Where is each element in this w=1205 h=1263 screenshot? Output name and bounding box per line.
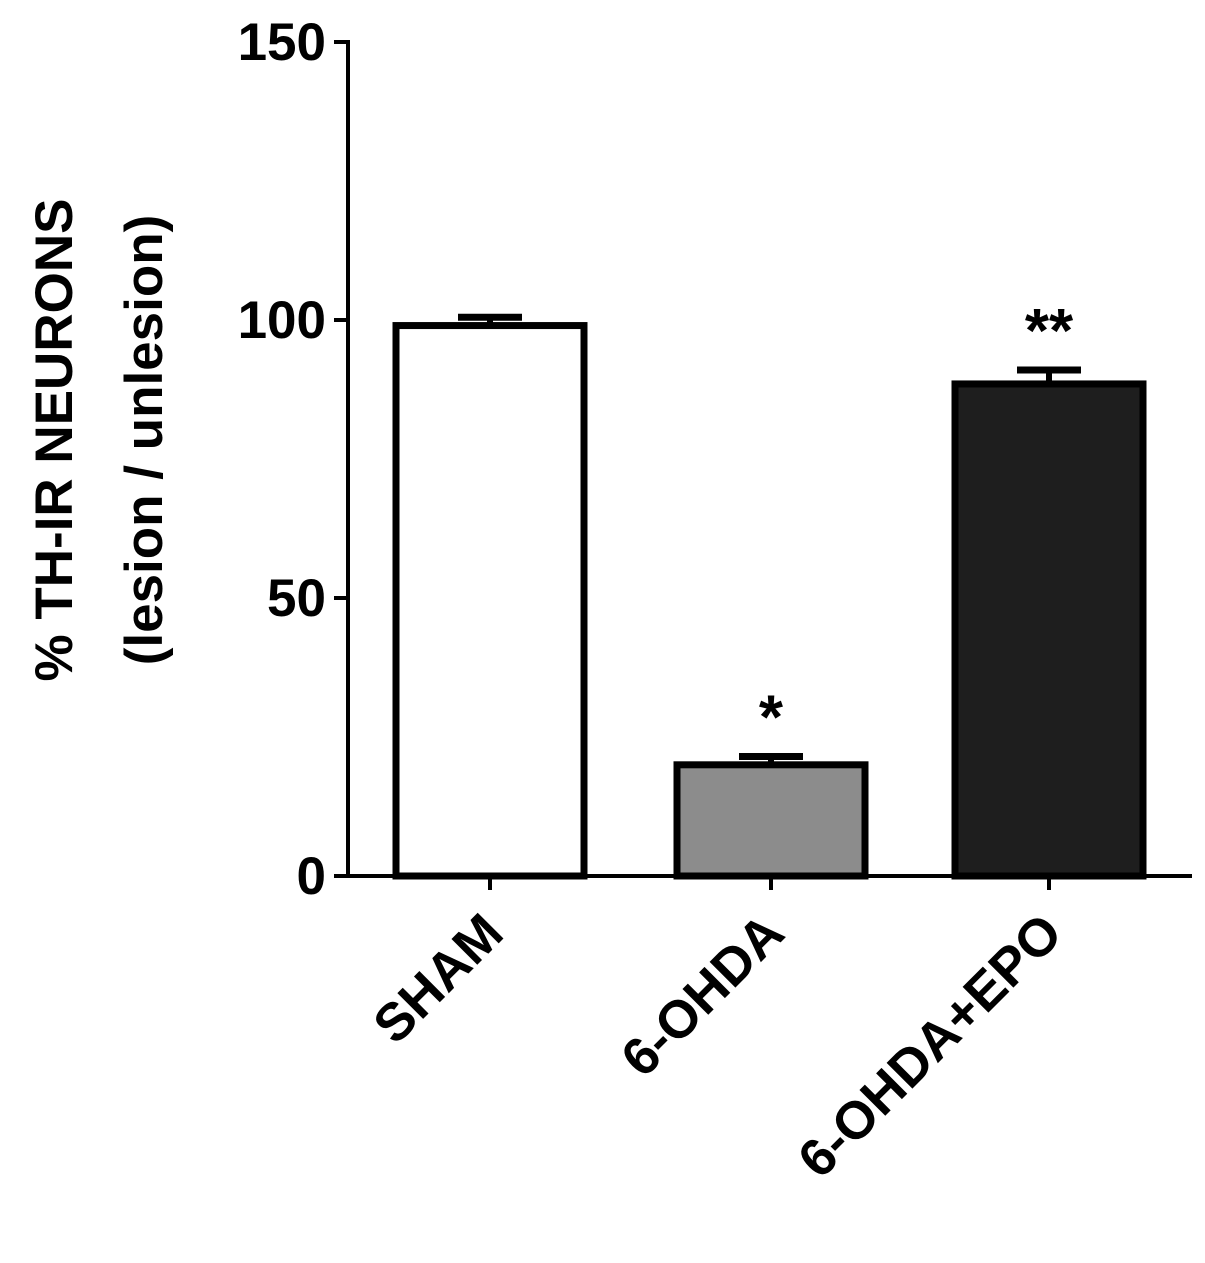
y-axis-label-line2: (lesion / unlesion): [115, 215, 174, 666]
significance-marker: *: [759, 683, 784, 752]
bar-sham: [392, 322, 588, 880]
y-tick-label: 0: [297, 847, 326, 906]
significance-marker: **: [1025, 297, 1074, 366]
bar-6-ohda-epo: [951, 380, 1147, 880]
x-tick-label: 6-OHDA+EPO: [787, 903, 1073, 1189]
bar-6-ohda: [673, 761, 869, 880]
y-tick-label: 50: [267, 569, 326, 628]
x-tick-label: 6-OHDA: [610, 903, 795, 1088]
y-tick-label: 100: [238, 291, 326, 350]
x-tick-label: SHAM: [362, 903, 514, 1055]
y-tick-label: 150: [238, 13, 326, 72]
y-axis-label: % TH-IR NEURONS (lesion / unlesion): [25, 199, 174, 682]
y-axis-label-line1: % TH-IR NEURONS: [25, 199, 84, 682]
